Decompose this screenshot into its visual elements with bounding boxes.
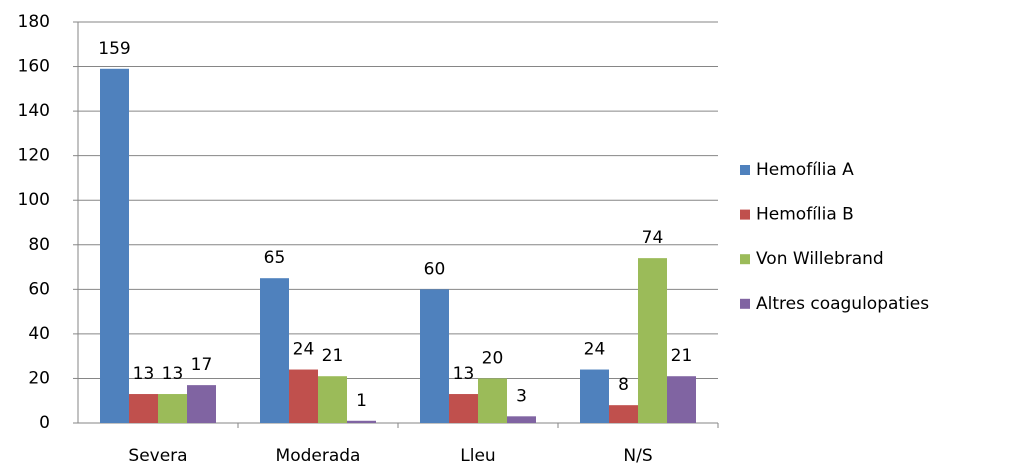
bar [638,258,667,423]
data-label: 20 [482,348,504,368]
legend-label: Altres coagulopaties [756,294,929,314]
data-label: 21 [322,346,344,366]
data-label: 3 [516,386,527,406]
data-label: 159 [98,39,130,59]
data-label: 13 [453,364,475,384]
x-tick-label: Severa [128,446,187,466]
data-label: 17 [191,355,213,375]
bar [318,376,347,423]
data-label: 1 [356,391,367,411]
bar [289,369,318,423]
bar [187,385,216,423]
bar [420,289,449,423]
bar [609,405,638,423]
y-tick-label: 120 [18,146,50,166]
bar [100,68,129,424]
y-tick-label: 80 [28,235,50,255]
y-tick-label: 100 [18,190,50,210]
bar [580,369,609,423]
data-label: 21 [671,346,693,366]
legend-label: Hemofília B [756,205,854,225]
data-label: 8 [618,375,629,395]
x-tick-label: Moderada [276,446,361,466]
bar [667,376,696,423]
legend-label: Von Willebrand [756,249,884,269]
y-tick-label: 40 [28,324,50,344]
bar [158,394,187,423]
bar [478,378,507,423]
legend-swatch [740,298,750,309]
data-label: 24 [293,340,315,360]
y-tick-label: 20 [28,368,50,388]
bar [507,416,536,423]
data-label: 60 [424,259,446,279]
x-tick-label: N/S [623,446,652,466]
y-tick-label: 60 [28,279,50,299]
bar [449,394,478,423]
data-label: 13 [133,364,155,384]
data-label: 24 [584,340,606,360]
data-label: 74 [642,228,664,248]
legend-label: Hemofília A [756,160,854,180]
data-label: 13 [162,364,184,384]
y-tick-label: 180 [18,12,50,32]
data-label: 65 [264,248,286,268]
bar [347,420,376,423]
x-tick-label: Lleu [460,446,495,466]
legend-swatch [740,209,750,220]
legend-swatch [740,165,750,175]
bar [260,278,289,423]
y-tick-label: 140 [18,101,50,121]
legend-swatch [740,254,750,265]
bar [129,394,158,423]
y-tick-label: 160 [18,57,50,77]
y-tick-label: 0 [39,413,50,433]
